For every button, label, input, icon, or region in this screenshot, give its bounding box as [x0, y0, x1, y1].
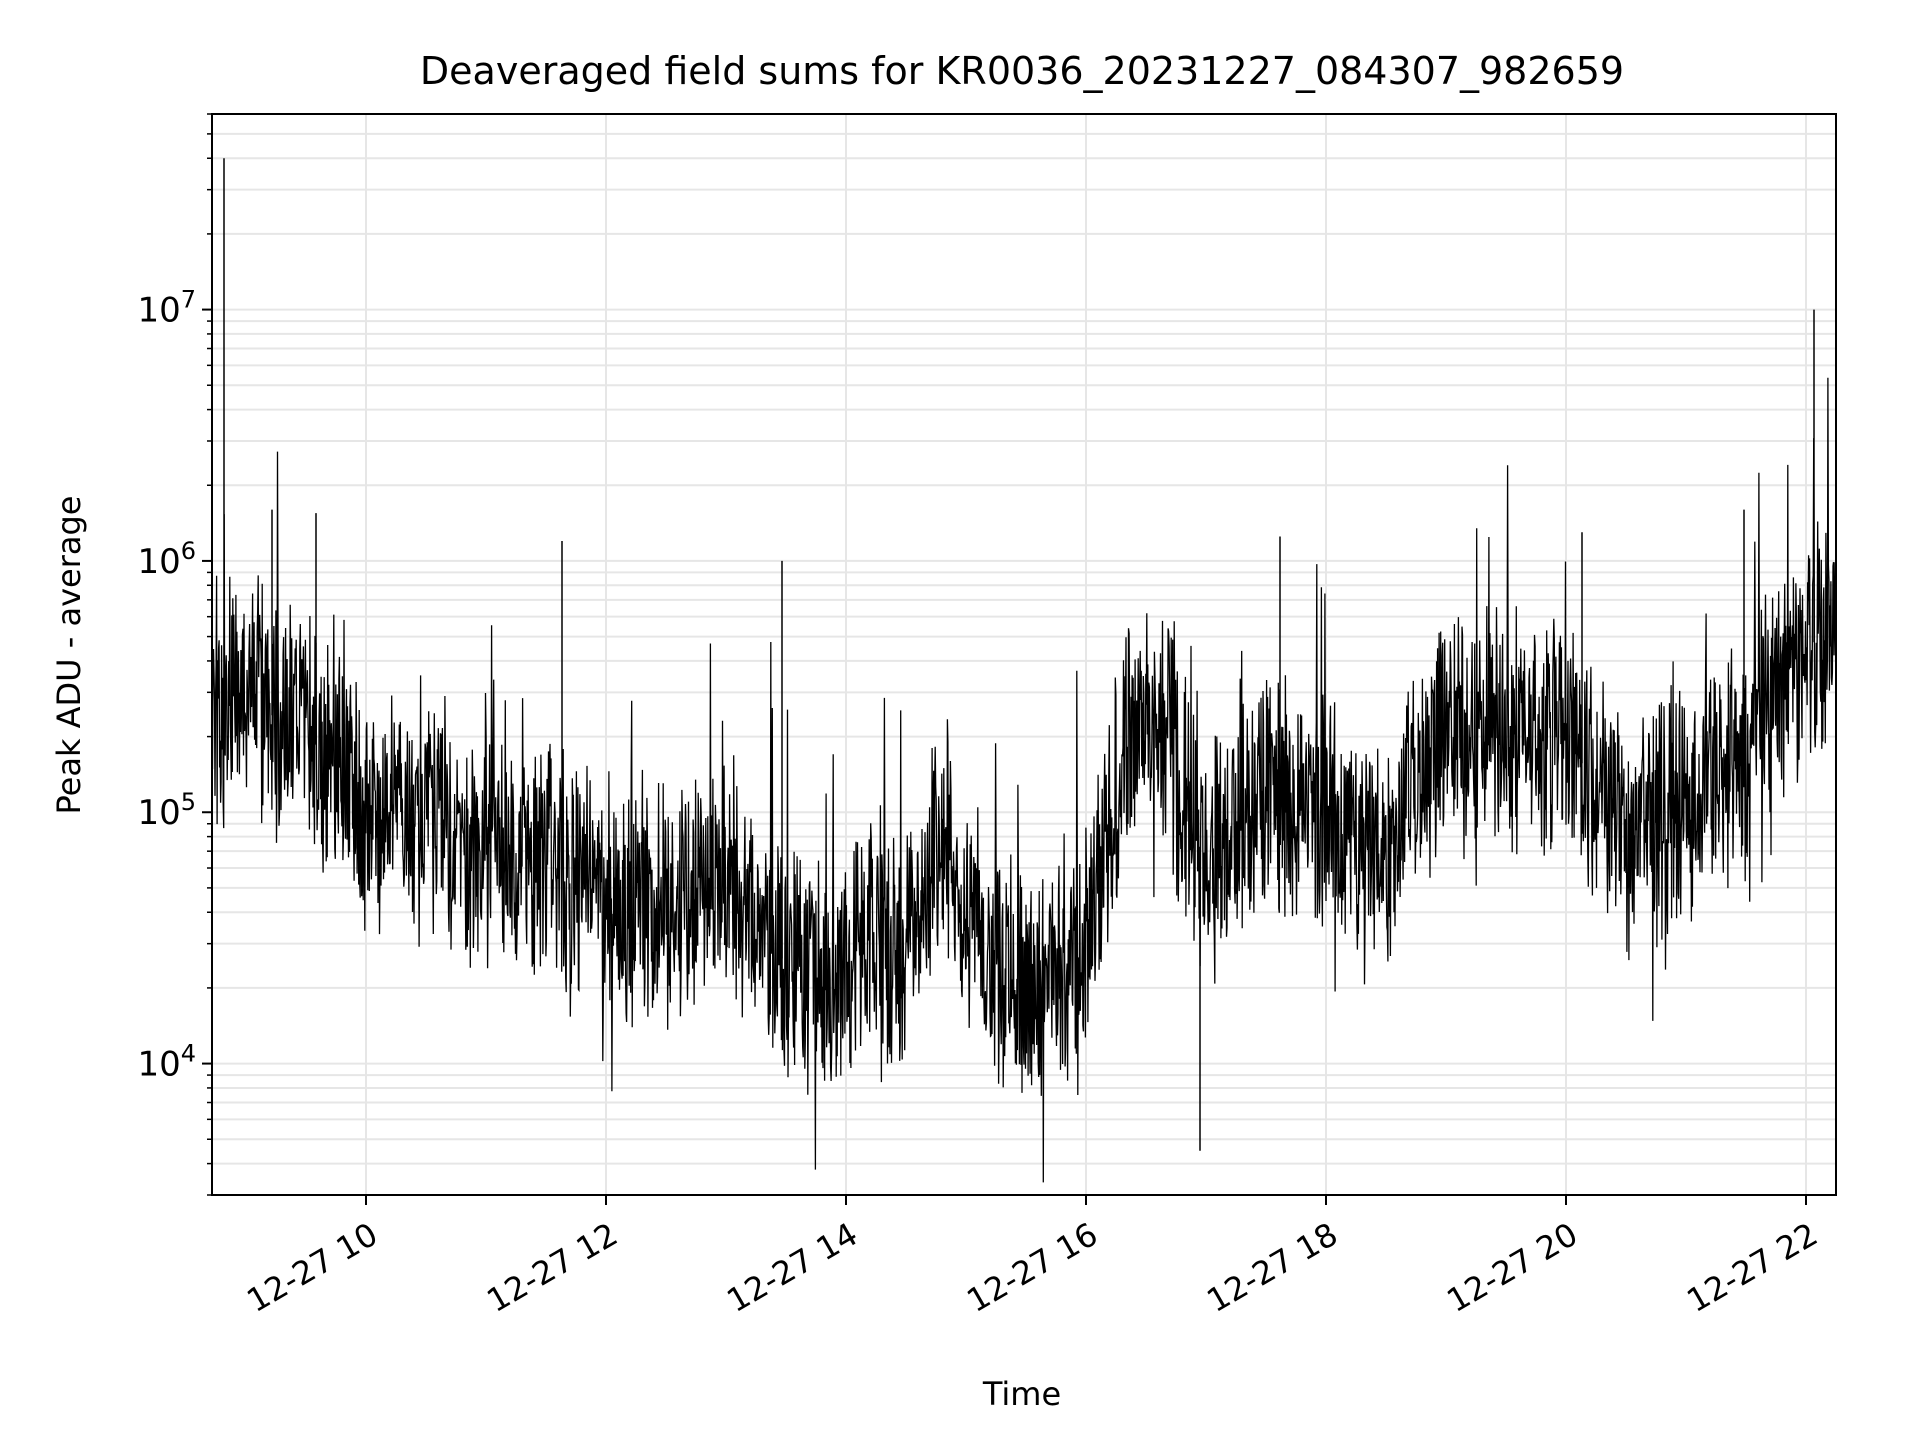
- x-axis-label: Time: [982, 1375, 1061, 1413]
- y-tick-label: 106: [137, 537, 196, 582]
- plot-frame: [211, 113, 1837, 1196]
- y-tick-label: 107: [137, 286, 196, 331]
- y-tick-label: 105: [137, 788, 196, 833]
- series-line: [211, 377, 1837, 1183]
- y-tick-label: 104: [137, 1040, 196, 1085]
- chart-title: Deaveraged field sums for KR0036_2023122…: [420, 49, 1624, 93]
- data-layer: [211, 158, 1837, 1183]
- y-axis-label: Peak ADU - average: [50, 496, 88, 815]
